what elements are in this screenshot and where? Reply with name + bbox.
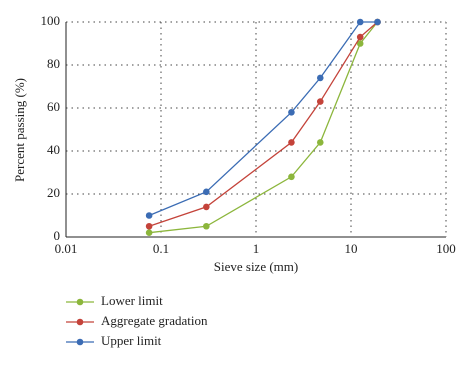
- legend-label: Lower limit: [101, 293, 163, 308]
- y-tick-label: 20: [47, 185, 60, 200]
- data-point: [316, 74, 324, 82]
- x-tick-label: 10: [345, 241, 358, 256]
- data-point: [316, 139, 324, 146]
- legend-marker: [76, 338, 84, 346]
- y-tick-label: 40: [47, 142, 60, 157]
- data-point: [356, 33, 364, 41]
- data-point: [356, 40, 364, 47]
- data-point: [203, 203, 210, 211]
- y-tick-label: 60: [47, 99, 60, 114]
- data-point: [288, 173, 295, 181]
- x-axis-label: Sieve size (mm): [214, 259, 298, 274]
- series-line: [149, 21, 378, 234]
- series-line: [148, 21, 378, 227]
- legend-label: Upper limit: [101, 333, 162, 348]
- legend-marker: [76, 298, 84, 306]
- data-point: [288, 139, 295, 146]
- data-point: [203, 188, 210, 196]
- y-tick-label: 0: [54, 228, 61, 243]
- x-tick-label: 100: [436, 241, 456, 256]
- x-tick-label: 1: [253, 241, 260, 256]
- x-tick-label: 0.01: [55, 241, 78, 256]
- y-tick-label: 100: [41, 13, 61, 28]
- data-point: [374, 18, 381, 26]
- series-line: [148, 21, 378, 217]
- y-axis-label: Percent passing (%): [12, 78, 27, 182]
- legend-label: Aggregate gradation: [101, 313, 208, 328]
- data-point: [356, 18, 364, 26]
- data-point: [316, 98, 324, 105]
- data-point: [288, 109, 295, 116]
- x-tick-label: 0.1: [153, 241, 169, 256]
- data-point: [203, 222, 210, 230]
- data-point: [145, 222, 153, 230]
- data-point: [145, 229, 153, 236]
- data-point: [145, 212, 153, 219]
- legend-marker: [76, 318, 84, 326]
- y-tick-label: 80: [47, 56, 60, 71]
